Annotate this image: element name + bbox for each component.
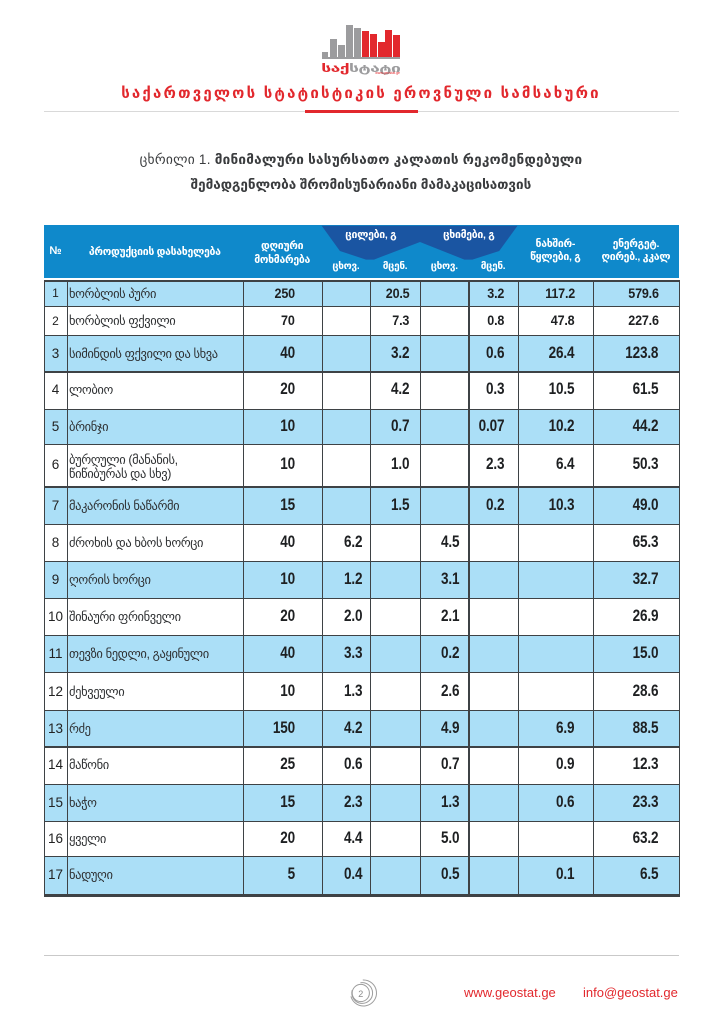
svg-text:2: 2	[358, 989, 363, 999]
